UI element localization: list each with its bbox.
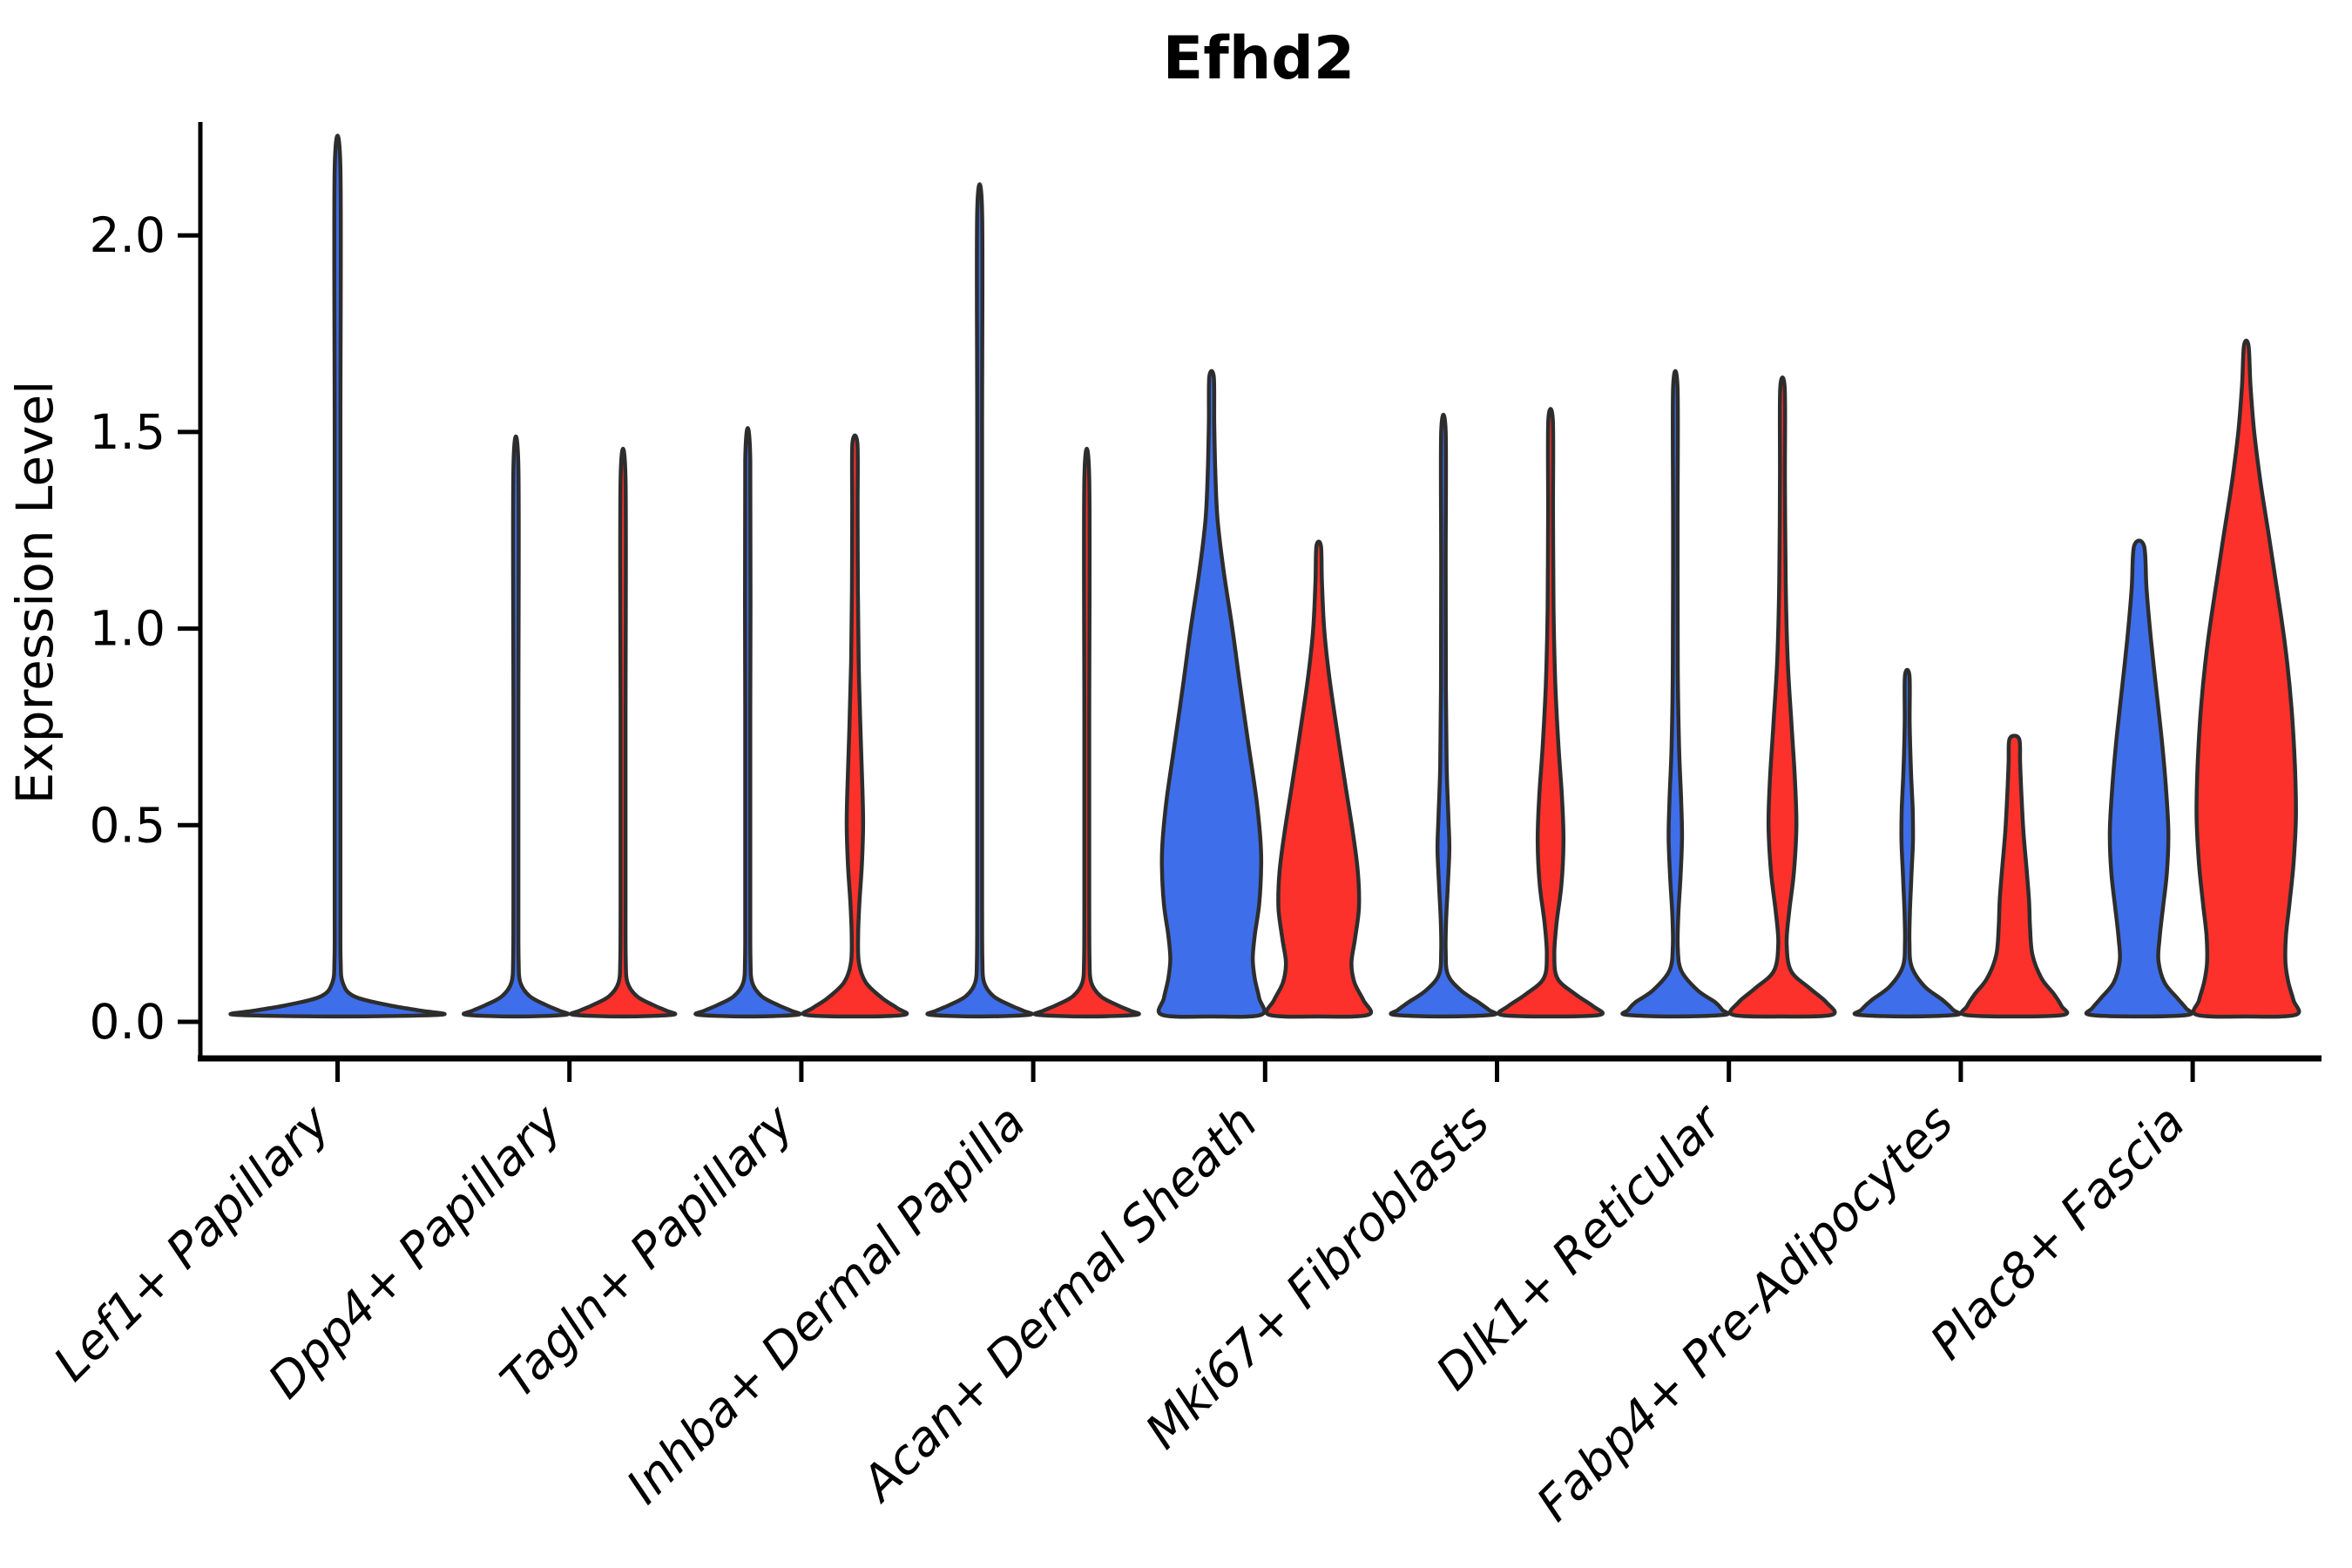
violin-blue-6 [1620, 368, 1731, 1019]
violin-red-2 [801, 433, 909, 1019]
violin-blue-7 [1852, 667, 1963, 1019]
y-tick-label: 1.5 [90, 404, 166, 460]
violin-red-1 [568, 446, 678, 1019]
violins-layer [228, 133, 2301, 1019]
x-tick-label-4: Acan+ Dermal Sheath [849, 1094, 1268, 1513]
violin-blue-5 [1389, 412, 1498, 1019]
y-tick-label: 0.0 [90, 994, 166, 1050]
x-tick-label-3: Inhba+ Dermal Papilla [616, 1094, 1036, 1514]
violin-red-7 [1959, 733, 2070, 1019]
violin-blue-3 [925, 182, 1034, 1019]
violin-blue-8 [2084, 538, 2194, 1019]
y-tick-label: 0.5 [90, 797, 166, 853]
violin-blue-1 [461, 434, 571, 1019]
y-tick-label: 2.0 [90, 207, 166, 263]
violin-red-6 [1727, 375, 1837, 1019]
violin-red-5 [1497, 407, 1605, 1019]
violin-red-4 [1264, 539, 1374, 1019]
x-tick-label-7: Fabp4+ Pre-Adipocytes [1526, 1094, 1963, 1531]
y-axis-label: Expression Level [5, 381, 64, 804]
violin-blue-2 [693, 426, 802, 1019]
chart-title: Efhd2 [1163, 24, 1355, 93]
violin-blue-4 [1156, 368, 1267, 1019]
violin-red-8 [2191, 338, 2301, 1019]
violin-blue-0 [228, 133, 447, 1019]
y-tick-label: 1.0 [90, 601, 166, 657]
violin-red-3 [1032, 446, 1141, 1019]
